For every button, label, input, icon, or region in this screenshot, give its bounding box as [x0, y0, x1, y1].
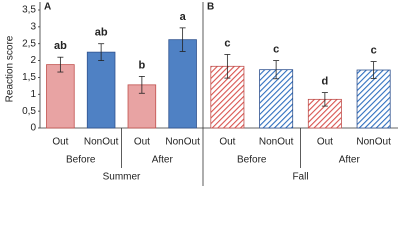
y-tick-label: 1	[30, 89, 36, 100]
bar	[168, 39, 197, 129]
bar	[356, 69, 391, 129]
y-tick-label: 0	[30, 123, 36, 134]
y-tick-label: 0,5	[22, 106, 36, 117]
y-tick-label: 3	[30, 21, 36, 32]
x-tick-label: Out	[52, 137, 68, 148]
x-tick-label: Out	[219, 137, 235, 148]
x-tick-label: NonOut	[165, 137, 200, 148]
group-label: Before	[237, 155, 267, 166]
error-bar	[98, 43, 105, 61]
group-label: After	[339, 155, 361, 166]
panel-label: A	[44, 2, 51, 13]
bar	[86, 51, 116, 129]
group-label: Before	[66, 155, 96, 166]
significance-letter: d	[322, 76, 329, 88]
y-tick-label: 1,5	[22, 72, 36, 83]
error-bar	[138, 76, 145, 94]
y-tick-label: 2,5	[22, 38, 36, 49]
significance-letter: c	[273, 43, 279, 55]
x-tick-label: Out	[317, 137, 333, 148]
error-bar	[321, 92, 328, 107]
error-bar	[179, 27, 186, 52]
error-bar	[224, 54, 231, 79]
y-tick-label: 3,5	[22, 5, 36, 16]
x-tick-label: NonOut	[84, 137, 119, 148]
x-tick-label: NonOut	[356, 137, 391, 148]
error-bar	[370, 61, 377, 79]
error-bar	[57, 56, 64, 73]
bar	[259, 69, 294, 129]
season-label: Summer	[103, 172, 141, 183]
y-tick-label: 2	[30, 55, 36, 66]
y-axis-label: Reaction score	[5, 35, 16, 102]
significance-letter: ab	[54, 40, 67, 52]
bar	[46, 64, 75, 129]
season-label: Fall	[292, 172, 308, 183]
significance-letter: a	[180, 11, 187, 23]
x-tick-label: Out	[134, 137, 150, 148]
x-tick-label: NonOut	[259, 137, 294, 148]
group-label: After	[152, 155, 174, 166]
significance-letter: c	[224, 37, 230, 49]
panel-label: B	[207, 2, 214, 13]
significance-letter: b	[139, 59, 146, 71]
significance-letter: c	[371, 44, 377, 56]
bar	[127, 84, 157, 129]
significance-letter: ab	[95, 27, 108, 39]
error-bar	[273, 60, 280, 80]
